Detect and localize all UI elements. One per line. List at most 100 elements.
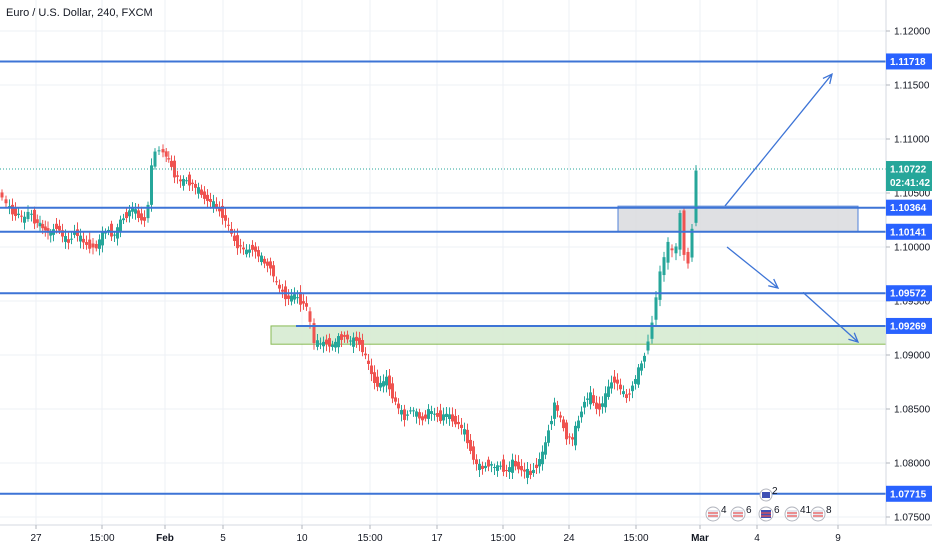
candle-up — [400, 410, 403, 415]
candle-up — [197, 187, 200, 194]
horizontal-levels[interactable] — [0, 60, 886, 495]
event-count-label: 41 — [800, 505, 812, 516]
candlestick-series — [0, 144, 698, 485]
projection-arrow-head — [768, 278, 780, 289]
price-axis-labels: 1.11718 1.10364 1.10141 1.09572 1.09269 1.077… — [886, 53, 932, 502]
candle-up — [493, 467, 496, 469]
candle-down — [14, 208, 17, 216]
candle-up — [654, 297, 658, 320]
economic-event-badge[interactable]: 41 — [784, 505, 812, 522]
candle-up — [157, 150, 161, 152]
candle-up — [674, 246, 678, 254]
resistance-zone[interactable] — [617, 205, 859, 233]
event-badges[interactable]: 4 6 62 41 8 — [705, 486, 832, 522]
candle-up — [182, 178, 185, 186]
candle-down — [376, 376, 379, 387]
candle-up — [349, 340, 352, 342]
flag-fill — [761, 510, 771, 518]
candle-up — [415, 411, 418, 417]
price-tick-label: 1.08000 — [894, 459, 931, 470]
candle-up — [604, 393, 607, 408]
candle-down — [529, 470, 532, 475]
candle-up — [662, 257, 666, 276]
candle-down — [227, 224, 230, 226]
price-axis[interactable]: 1.12000 1.11500 1.11000 1.10500 1.10000 1.095… — [886, 27, 931, 524]
candle-up — [385, 376, 388, 386]
candle-up — [442, 414, 445, 421]
candle-down — [11, 204, 14, 215]
candle-down — [4, 199, 8, 204]
candle-down — [275, 281, 278, 283]
candle-down — [188, 174, 191, 186]
economic-event-badge[interactable]: 62 — [758, 486, 780, 522]
candle-down — [137, 210, 140, 218]
candle-down — [514, 460, 517, 467]
candle-up — [610, 382, 613, 389]
time-tick-label: 10 — [296, 533, 308, 544]
price-tick-label: 1.10500 — [894, 189, 931, 200]
economic-event-badge[interactable]: 8 — [810, 505, 832, 522]
candle-down — [200, 189, 203, 195]
candle-down — [209, 199, 212, 202]
candle-up — [577, 420, 580, 429]
projection-arrow-line[interactable] — [802, 291, 859, 343]
projection-arrows[interactable] — [724, 73, 860, 344]
event-count-label: 2 — [772, 486, 778, 497]
candle-up — [538, 459, 541, 467]
candle-up — [73, 231, 76, 235]
price-tick-label: 1.12000 — [894, 27, 931, 38]
chart-grid — [0, 0, 886, 525]
candle-down — [269, 261, 272, 269]
projection-arrow-head — [848, 332, 860, 344]
candle-up — [334, 341, 337, 348]
candle-down — [625, 394, 628, 398]
price-tick-label: 1.11000 — [894, 135, 930, 146]
projection-arrow-line[interactable] — [724, 73, 833, 207]
economic-event-badge[interactable]: 6 — [730, 505, 752, 522]
time-tick-label: 15:00 — [89, 533, 114, 544]
price-tick-label: 1.08500 — [894, 405, 931, 416]
candle-up — [586, 398, 589, 400]
candle-up — [694, 170, 698, 223]
candle-up — [666, 241, 670, 263]
candle-down — [505, 470, 508, 472]
candle-up — [64, 236, 67, 242]
candle-down — [58, 225, 61, 231]
candle-down — [487, 459, 490, 467]
time-tick-label: 9 — [835, 533, 841, 544]
level-price-badge — [886, 317, 932, 334]
candle-up — [490, 464, 493, 466]
candle-up — [38, 222, 42, 227]
candle-up — [293, 294, 296, 300]
candle-down — [61, 230, 64, 237]
candle-down — [287, 295, 290, 299]
candle-down — [454, 415, 457, 425]
candle-up — [580, 411, 583, 418]
candle-down — [325, 339, 328, 345]
candle-up — [478, 463, 481, 471]
candle-up — [98, 239, 101, 249]
time-tick-label: 4 — [754, 533, 760, 544]
candle-down — [41, 224, 45, 229]
candle-down — [140, 213, 143, 221]
candle-down — [176, 175, 179, 177]
candle-down — [475, 459, 478, 465]
candle-down — [0, 192, 4, 198]
candle-down — [562, 419, 565, 429]
candle-up — [637, 367, 640, 385]
time-axis[interactable]: 27 15:00 Feb 5 10 15:00 17 15:00 24 15:00 Mar 4 9 — [30, 525, 841, 544]
candle-up — [337, 336, 340, 348]
projection-arrow-line[interactable] — [726, 246, 779, 289]
level-price-badge — [886, 285, 932, 302]
candle-down — [170, 160, 173, 167]
candle-down — [595, 402, 598, 409]
candle-down — [457, 421, 460, 425]
price-tick-label: 1.09500 — [894, 297, 931, 308]
economic-event-badge[interactable]: 4 — [705, 505, 727, 522]
candle-down — [361, 339, 364, 353]
candle-up — [526, 468, 529, 478]
candle-down — [110, 223, 113, 237]
candle-up — [26, 211, 30, 220]
candle-up — [589, 392, 592, 405]
